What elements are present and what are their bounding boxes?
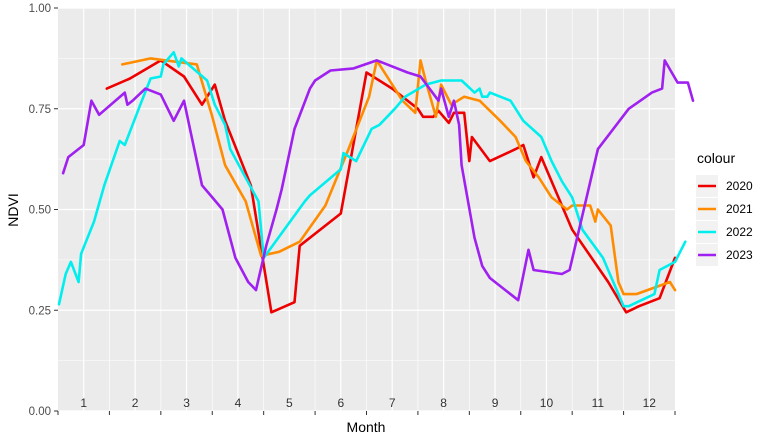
y-tick-label: 0.50 bbox=[29, 205, 51, 217]
x-tick-label: 8 bbox=[440, 396, 447, 410]
x-tick-label: 1 bbox=[80, 396, 87, 410]
series-line-2023 bbox=[61, 59, 695, 302]
y-tick-label: 0.25 bbox=[29, 305, 51, 317]
x-tick-label: 3 bbox=[183, 396, 190, 410]
x-tick-label: 6 bbox=[337, 396, 344, 410]
legend-title: colour bbox=[697, 150, 735, 166]
legend-label-2023: 2023 bbox=[726, 248, 753, 262]
legend-items: 2020 2021 2022 2023 bbox=[696, 175, 753, 266]
y-axis-ticks: 0.00 0.25 0.50 0.75 1.00 bbox=[29, 3, 58, 418]
x-tick-label: 12 bbox=[643, 396, 657, 410]
y-tick-label: 0.00 bbox=[29, 406, 51, 418]
legend-label-2021: 2021 bbox=[726, 202, 753, 216]
y-axis-title: NDVI bbox=[5, 193, 21, 226]
series-line-2022 bbox=[57, 50, 687, 308]
x-axis-ticks: 1 2 3 4 5 6 7 8 9 10 11 12 bbox=[57, 396, 676, 415]
y-tick-label: 1.00 bbox=[29, 3, 51, 15]
x-tick-label: 11 bbox=[592, 396, 605, 410]
series-lines bbox=[57, 50, 695, 314]
x-tick-label: 5 bbox=[286, 396, 293, 410]
x-tick-label: 2 bbox=[132, 396, 139, 410]
x-axis-title: Month bbox=[347, 419, 386, 435]
y-tick-label: 0.75 bbox=[29, 104, 51, 116]
legend-label-2020: 2020 bbox=[726, 179, 753, 193]
x-tick-label: 4 bbox=[235, 396, 242, 410]
legend: colour 2020 2021 2022 2023 bbox=[696, 150, 753, 266]
x-tick-label: 9 bbox=[492, 396, 499, 410]
x-tick-label: 7 bbox=[389, 396, 396, 410]
x-tick-label: 10 bbox=[540, 396, 554, 410]
legend-label-2022: 2022 bbox=[726, 225, 753, 239]
